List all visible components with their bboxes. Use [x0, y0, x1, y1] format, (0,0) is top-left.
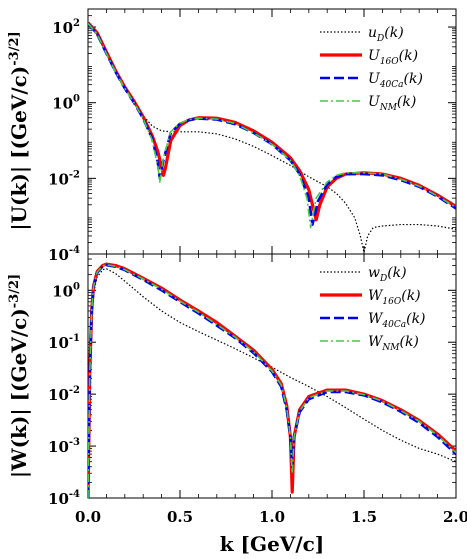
x-axis-label: k [GeV/c] [220, 532, 325, 556]
top-legend-label-0: uD(k) [368, 25, 404, 44]
bottom-y-tick-label: 10-4 [48, 489, 80, 508]
bottom-series-line-3 [88, 263, 456, 498]
bottom-x-tick-label: 0.0 [75, 508, 101, 526]
bottom-series-line-0 [88, 268, 456, 498]
top-legend-label-1: U16O(k) [368, 48, 418, 67]
bottom-y-tick-label: 10-1 [48, 333, 80, 352]
top-y-tick-label: 10-2 [48, 169, 80, 188]
bottom-x-tick-label: 0.5 [167, 508, 193, 526]
top-y-tick-label: 10-4 [48, 245, 80, 264]
bottom-y-tick-label: 10-2 [48, 385, 80, 404]
bottom-panel: 100 10-1 10-2 10-3 10-40.0 0.5 1.0 1.5 2.0 wD(k) W… [48, 253, 467, 526]
bottom-x-tick-label: 1.0 [259, 508, 285, 526]
top-legend-label-2: U40Ca(k) [368, 71, 423, 90]
bottom-legend-label-2: W40Ca(k) [368, 311, 426, 330]
top-y-tick-label: 102 [52, 18, 80, 37]
top-series-line-3 [88, 22, 456, 229]
top-panel: 102 100 10-2 10-4 uD(k) U16O(k) U40Ca(k) UNM(k) [48, 8, 457, 264]
top-legend-label-3: UNM(k) [368, 94, 416, 113]
bottom-legend-label-3: WNM(k) [368, 334, 419, 353]
top-y-tick-label: 100 [52, 94, 80, 113]
bottom-x-tick-label: 2.0 [443, 508, 467, 526]
bottom-y-tick-label: 100 [52, 281, 80, 300]
bottom-y-tick-label: 10-3 [48, 437, 80, 456]
bottom-y-axis-label: |W(k)| [(GeV/c)-3/2] [7, 274, 31, 478]
bottom-legend-label-1: W16O(k) [368, 288, 421, 307]
top-plot-frame [87, 8, 457, 255]
bottom-x-tick-label: 1.5 [351, 508, 377, 526]
bottom-legend-label-0: wD(k) [368, 265, 407, 284]
top-y-axis-label: |U(k)| [(GeV/c)-3/2] [7, 31, 31, 230]
